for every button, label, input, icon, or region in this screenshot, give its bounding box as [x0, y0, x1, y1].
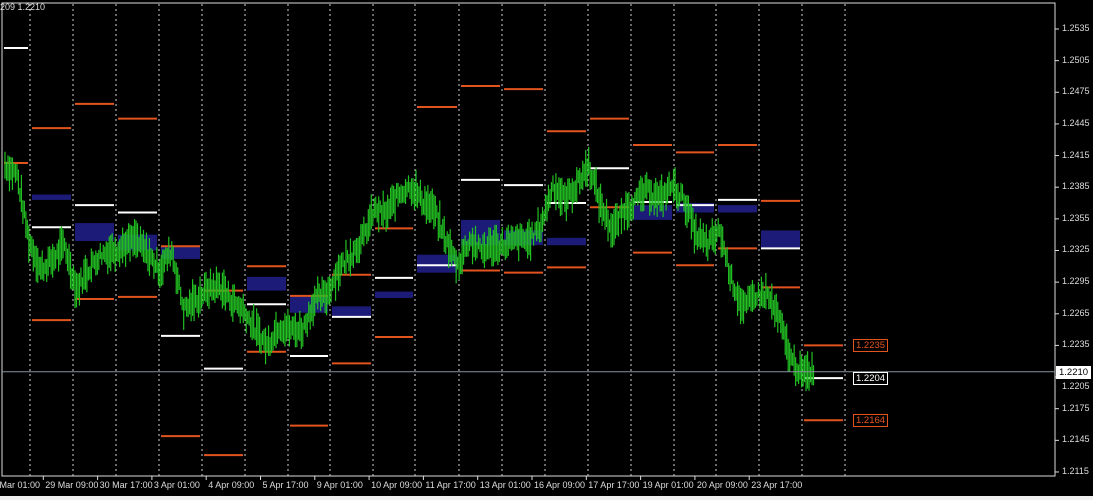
x-tick-label: 17 Apr 17:00 — [588, 480, 640, 490]
y-tick-label: 1.2355 — [1062, 212, 1090, 223]
support-level-tag: 1.2164 — [853, 414, 889, 428]
y-tick-label: 1.2265 — [1062, 307, 1090, 318]
x-tick-label: 11 Apr 17:00 — [425, 480, 476, 490]
pivot-zone — [375, 291, 413, 298]
x-tick-label: 23 Apr 17:00 — [751, 480, 803, 490]
plot-border — [1, 2, 1056, 477]
ohlc-info: 209 1.2210 — [0, 2, 46, 12]
x-tick-label: 5 Apr 17:00 — [262, 480, 309, 490]
x-tick-label: 13 Apr 01:00 — [479, 480, 531, 490]
current-price-tag: 1.2210 — [1056, 365, 1092, 379]
pivot-zone — [332, 306, 371, 317]
pivot-zone — [676, 203, 714, 213]
y-tick-label: 1.2505 — [1062, 54, 1090, 65]
pivot-level-tag: 1.2204 — [853, 372, 889, 386]
x-tick-label: 9 Apr 01:00 — [316, 480, 363, 490]
pivot-zone — [547, 237, 586, 246]
y-tick-label: 1.2325 — [1062, 244, 1090, 255]
x-tick-label: Mar 01:00 — [0, 480, 40, 490]
y-tick-label: 1.2385 — [1062, 181, 1090, 192]
resistance-level-tag: 1.2235 — [853, 339, 889, 353]
y-tick-label: 1.2535 — [1062, 23, 1090, 33]
y-tick-label: 1.2205 — [1062, 380, 1090, 391]
x-tick-label: 29 Mar 09:00 — [45, 480, 99, 490]
y-tick-label: 1.2415 — [1062, 149, 1090, 160]
pivot-zone — [75, 223, 114, 241]
x-tick-label: 3 Apr 01:00 — [153, 480, 200, 490]
x-tick-label: 19 Apr 01:00 — [642, 480, 694, 490]
pivot-zone — [32, 194, 71, 200]
x-tick-label: 4 Apr 09:00 — [208, 480, 255, 490]
pivot-zone — [417, 254, 457, 273]
x-tick-label: 20 Apr 09:00 — [696, 480, 748, 490]
x-tick-label: 16 Apr 09:00 — [534, 480, 586, 490]
y-tick-label: 1.2145 — [1062, 434, 1090, 445]
y-tick-label: 1.2475 — [1062, 86, 1090, 97]
x-tick-label: 30 Mar 17:00 — [99, 480, 153, 490]
y-tick-label: 1.2175 — [1062, 402, 1090, 413]
y-tick-label: 1.2115 — [1062, 465, 1089, 476]
y-tick-label: 1.2445 — [1062, 117, 1090, 128]
pivot-zone — [718, 205, 757, 213]
y-tick-label: 1.2295 — [1062, 276, 1090, 287]
y-tick-label: 1.2235 — [1062, 339, 1090, 350]
pivot-zone — [247, 276, 286, 291]
pivot-zone — [761, 230, 800, 249]
x-tick-label: 10 Apr 09:00 — [371, 480, 423, 490]
